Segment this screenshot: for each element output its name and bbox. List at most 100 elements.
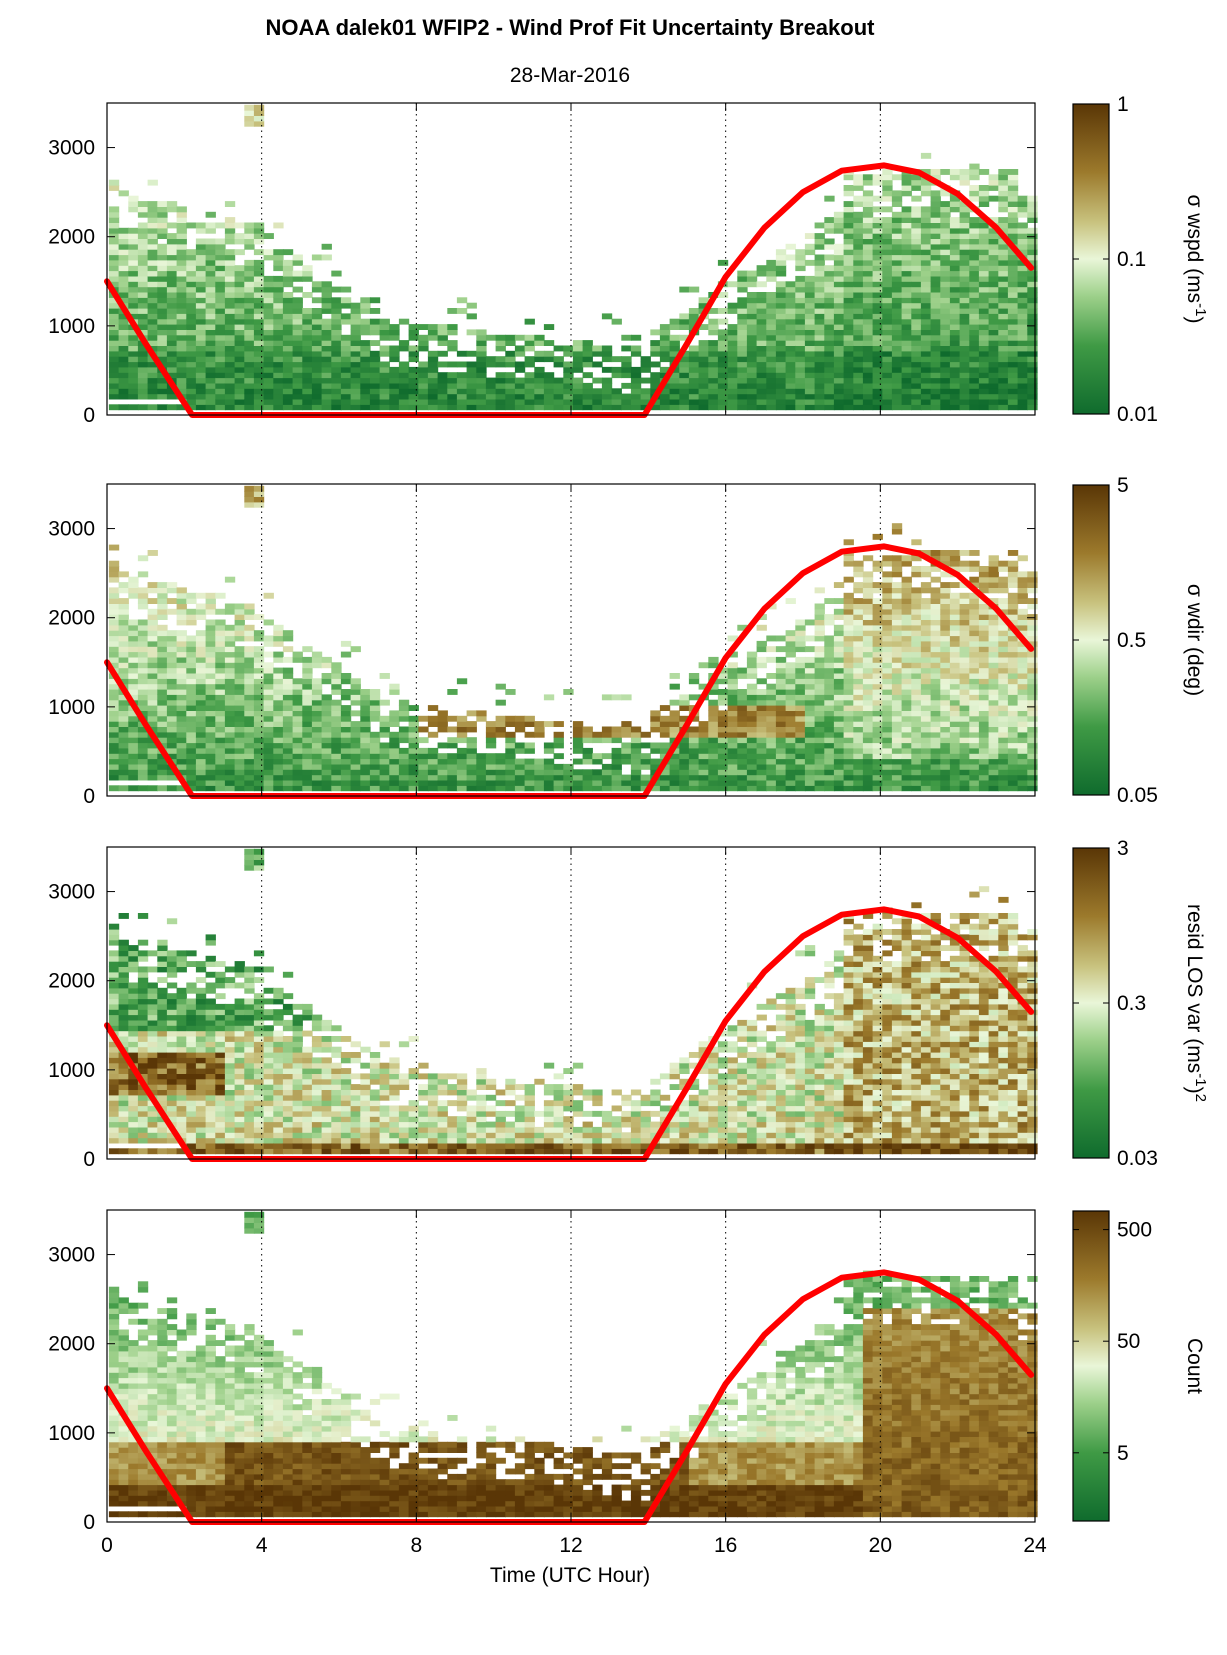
heatmap-cell — [824, 694, 835, 701]
heatmap-cell — [833, 731, 845, 738]
heatmap-cell — [843, 774, 854, 781]
heatmap-cell — [350, 742, 361, 749]
heatmap-cell — [505, 350, 516, 357]
heatmap-cell — [843, 769, 854, 776]
heatmap-cell — [224, 603, 236, 610]
heatmap-cell — [920, 334, 932, 341]
heatmap-cell — [1027, 259, 1038, 266]
heatmap-cell — [1027, 399, 1038, 405]
heatmap-cell — [147, 308, 158, 314]
heatmap-cell — [920, 683, 932, 690]
heatmap-cell — [1017, 281, 1028, 288]
heatmap-cell — [118, 259, 129, 266]
heatmap-cell — [920, 259, 932, 266]
heatmap-cell — [998, 302, 1009, 309]
heatmap-cell — [717, 763, 729, 770]
heatmap-cell — [166, 737, 178, 744]
heatmap-cell — [447, 763, 458, 770]
heatmap-cell — [843, 753, 854, 760]
heatmap-cell — [350, 399, 361, 405]
heatmap-cell — [969, 308, 980, 314]
heatmap-cell — [408, 399, 419, 405]
heatmap-cell — [737, 313, 748, 320]
heatmap-cell — [1017, 769, 1028, 776]
heatmap-cell — [949, 673, 961, 679]
heatmap-cell — [940, 334, 951, 341]
heatmap-cell — [108, 731, 120, 738]
heatmap-cell — [157, 705, 168, 711]
heatmap-cell — [804, 785, 816, 792]
heatmap-cell — [1017, 758, 1028, 765]
heatmap-cell — [379, 742, 390, 749]
heatmap-cell — [186, 747, 197, 754]
heatmap-cell — [253, 286, 265, 293]
heatmap-cell — [911, 265, 922, 272]
heatmap-cell — [234, 785, 245, 792]
heatmap-cell — [118, 356, 129, 363]
heatmap-cell — [959, 747, 970, 754]
heatmap-cell — [949, 560, 961, 567]
heatmap-cell — [592, 399, 603, 405]
heatmap-cell — [727, 404, 738, 411]
heatmap-cell — [949, 555, 961, 562]
heatmap-cell — [437, 715, 448, 722]
heatmap-cell — [891, 780, 903, 786]
heatmap-cell — [253, 115, 265, 122]
heatmap-cell — [186, 334, 197, 341]
heatmap-cell — [998, 678, 1009, 685]
heatmap-cell — [157, 313, 168, 320]
heatmap-cell — [108, 603, 120, 610]
heatmap-cell — [118, 630, 129, 637]
heatmap-cell — [215, 372, 226, 379]
heatmap-cell — [244, 281, 255, 288]
heatmap-cell — [901, 238, 912, 245]
heatmap-cell — [311, 662, 323, 669]
heatmap-cell — [804, 318, 816, 325]
heatmap-cell — [273, 286, 284, 293]
heatmap-cell — [137, 238, 149, 245]
heatmap-cell — [717, 404, 729, 411]
heatmap-cell — [205, 404, 216, 411]
heatmap-cell — [534, 372, 545, 379]
heatmap-cell — [833, 582, 845, 588]
heatmap-cell — [157, 753, 168, 760]
heatmap-cell — [959, 635, 970, 642]
heatmap-cell — [302, 324, 313, 330]
heatmap-cell — [930, 254, 941, 261]
heatmap-cell — [727, 785, 738, 792]
heatmap-cell — [128, 694, 139, 701]
heatmap-cell — [930, 566, 941, 572]
heatmap-cell — [785, 710, 796, 717]
heatmap-cell — [814, 705, 825, 711]
heatmap-cell — [930, 372, 941, 379]
heatmap-cell — [311, 399, 323, 405]
heatmap-cell — [292, 377, 303, 384]
heatmap-cell — [273, 222, 284, 229]
heatmap-cell — [195, 270, 207, 277]
heatmap-cell — [350, 366, 361, 373]
heatmap-cell — [978, 737, 990, 744]
heatmap-cell — [911, 324, 922, 330]
heatmap-cell — [930, 190, 941, 197]
heatmap-cell — [437, 372, 448, 379]
heatmap-cell — [321, 366, 332, 373]
heatmap-cell — [795, 753, 806, 760]
heatmap-cell — [1017, 201, 1028, 207]
heatmap-cell — [253, 270, 265, 277]
heatmap-cell — [650, 377, 661, 384]
heatmap-cell — [785, 324, 796, 330]
heatmap-cell — [853, 780, 864, 786]
heatmap-cell — [447, 340, 458, 346]
heatmap-cell — [215, 259, 226, 266]
heatmap-cell — [940, 243, 951, 250]
heatmap-cell — [340, 318, 352, 325]
heatmap-cell — [215, 608, 226, 615]
heatmap-cell — [553, 388, 564, 395]
heatmap-cell — [244, 608, 255, 615]
heatmap-cell — [543, 747, 555, 754]
heatmap-cell — [273, 635, 284, 642]
heatmap-cell — [253, 630, 265, 637]
heatmap-cell — [186, 737, 197, 744]
heatmap-cell — [321, 731, 332, 738]
heatmap-cell — [920, 340, 932, 346]
